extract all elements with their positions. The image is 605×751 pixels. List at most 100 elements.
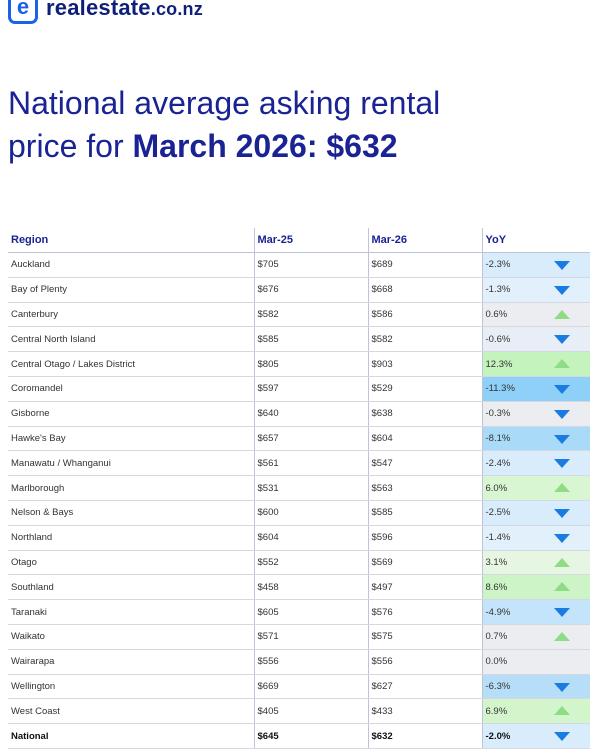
mar25-cell: $604 xyxy=(254,525,369,551)
yoy-cell: 0.7% xyxy=(482,624,590,650)
arrow-down-icon xyxy=(554,335,570,345)
yoy-value: 3.1% xyxy=(485,556,508,568)
logo-mark-icon: e xyxy=(8,0,38,24)
arrow-down-icon xyxy=(554,409,570,419)
table-row: Hawke's Bay $657 $604 -8.1% xyxy=(8,426,590,452)
region-cell: Taranaki xyxy=(8,599,255,625)
column-header-mar26: Mar-26 xyxy=(368,228,483,253)
mar25-cell: $585 xyxy=(254,326,369,353)
column-header-yoy: YoY xyxy=(482,228,590,253)
mar25-cell: $657 xyxy=(254,426,369,452)
table-row: Wairarapa $556 $556 0.0% xyxy=(8,649,590,675)
region-cell: Wellington xyxy=(8,674,255,700)
yoy-value: 12.3% xyxy=(485,358,513,370)
mar26-cell: $556 xyxy=(368,649,483,675)
yoy-value: 0.7% xyxy=(485,631,508,643)
mar26-cell: $433 xyxy=(368,698,483,725)
mar26-cell: $563 xyxy=(368,475,483,501)
table-row: Taranaki $605 $576 -4.9% xyxy=(8,599,590,625)
table-row: Gisborne $640 $638 -0.3% xyxy=(8,401,590,427)
arrow-down-icon xyxy=(554,261,570,270)
yoy-value: -1.3% xyxy=(485,284,511,296)
yoy-cell: -11.3% xyxy=(482,376,590,402)
mar25-cell: $645 xyxy=(254,723,369,749)
arrow-down-icon xyxy=(554,732,570,742)
yoy-value: 6.0% xyxy=(485,482,508,494)
yoy-cell: 0.0% xyxy=(482,649,590,675)
table-row: Coromandel $597 $529 -11.3% xyxy=(8,376,590,402)
mar25-cell: $405 xyxy=(254,698,369,725)
mar26-cell: $668 xyxy=(368,277,483,303)
arrow-down-icon xyxy=(554,682,570,692)
region-cell: Otago xyxy=(8,550,255,576)
region-cell: National xyxy=(8,723,255,749)
brand-logo: e realestate.co.nz xyxy=(8,0,203,24)
mar26-cell: $575 xyxy=(368,624,483,650)
mar26-cell: $547 xyxy=(368,450,483,477)
table-row: West Coast $405 $433 6.9% xyxy=(8,698,590,725)
table-row: Manawatu / Whanganui $561 $547 -2.4% xyxy=(8,450,590,477)
yoy-cell: -2.3% xyxy=(482,252,590,278)
mar26-cell: $632 xyxy=(368,723,483,749)
yoy-cell: 6.0% xyxy=(482,475,590,501)
table-row: Marlborough $531 $563 6.0% xyxy=(8,475,590,501)
mar25-cell: $582 xyxy=(254,302,369,328)
region-cell: Southland xyxy=(8,574,255,601)
arrow-up-icon xyxy=(554,557,570,567)
yoy-value: 0.0% xyxy=(485,656,508,668)
brand-name: realestate.co.nz xyxy=(46,0,203,20)
arrow-down-icon xyxy=(554,384,570,394)
yoy-value: -6.3% xyxy=(485,680,511,692)
table-row: Canterbury $582 $586 0.6% xyxy=(8,302,590,328)
mar25-cell: $561 xyxy=(254,450,369,477)
table-row: Central North Island $585 $582 -0.6% xyxy=(8,326,590,353)
mar26-cell: $689 xyxy=(368,252,483,278)
yoy-cell: -4.9% xyxy=(482,599,590,625)
arrow-up-icon xyxy=(554,359,570,369)
yoy-cell: 8.6% xyxy=(482,574,590,601)
arrow-up-icon xyxy=(554,631,570,641)
yoy-value: -0.6% xyxy=(485,333,511,345)
table-row: Northland $604 $596 -1.4% xyxy=(8,525,590,551)
rental-price-table: Region Mar-25 Mar-26 YoY Auckland $705 $68… xyxy=(8,228,590,749)
yoy-value: -1.4% xyxy=(485,532,511,544)
yoy-cell: 3.1% xyxy=(482,550,590,576)
arrow-up-icon xyxy=(554,706,570,716)
yoy-value: 8.6% xyxy=(485,581,508,593)
mar25-cell: $605 xyxy=(254,599,369,625)
yoy-cell: -0.6% xyxy=(482,326,590,353)
mar25-cell: $552 xyxy=(254,550,369,576)
yoy-value: -2.0% xyxy=(485,730,511,742)
region-cell: Manawatu / Whanganui xyxy=(8,450,255,477)
yoy-cell: -8.1% xyxy=(482,426,590,452)
yoy-cell: 6.9% xyxy=(482,698,590,725)
yoy-cell: -1.3% xyxy=(482,277,590,303)
yoy-value: -11.3% xyxy=(485,383,515,395)
mar26-cell: $627 xyxy=(368,674,483,700)
region-cell: Northland xyxy=(8,525,255,551)
table-row: Otago $552 $569 3.1% xyxy=(8,550,590,576)
yoy-value: -0.3% xyxy=(485,408,511,420)
mar26-cell: $596 xyxy=(368,525,483,551)
mar26-cell: $582 xyxy=(368,326,483,353)
arrow-up-icon xyxy=(554,309,570,319)
arrow-up-icon xyxy=(554,483,570,493)
mar26-cell: $569 xyxy=(368,550,483,576)
region-cell: Auckland xyxy=(8,252,255,278)
yoy-cell: -2.0% xyxy=(482,723,590,749)
mar26-cell: $638 xyxy=(368,401,483,427)
yoy-cell: 12.3% xyxy=(482,351,590,377)
mar25-cell: $600 xyxy=(254,500,369,526)
yoy-cell: -1.4% xyxy=(482,525,590,551)
arrow-up-icon xyxy=(554,582,570,592)
table-row: Bay of Plenty $676 $668 -1.3% xyxy=(8,277,590,303)
yoy-value: -2.5% xyxy=(485,507,511,519)
mar26-cell: $497 xyxy=(368,574,483,601)
yoy-value: -4.9% xyxy=(485,606,511,618)
mar25-cell: $676 xyxy=(254,277,369,303)
page-title: National average asking rental price for… xyxy=(8,85,441,164)
mar26-cell: $604 xyxy=(368,426,483,452)
mar25-cell: $458 xyxy=(254,574,369,601)
region-cell: Canterbury xyxy=(8,302,255,328)
mar25-cell: $669 xyxy=(254,674,369,700)
